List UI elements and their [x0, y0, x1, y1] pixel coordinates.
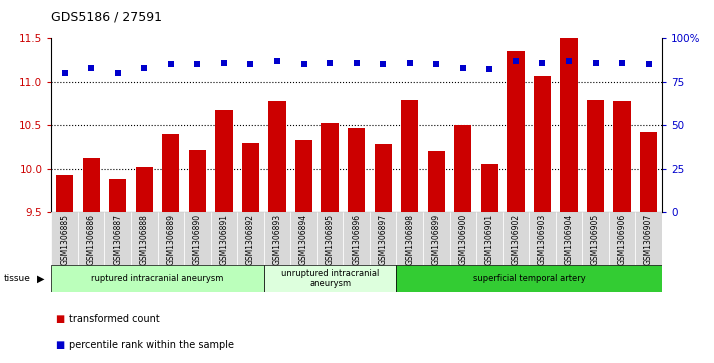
Bar	[51, 265, 263, 292]
Bar	[503, 212, 529, 265]
Text: GDS5186 / 27591: GDS5186 / 27591	[51, 11, 162, 24]
Text: GSM1306900: GSM1306900	[458, 214, 467, 265]
Text: GSM1306898: GSM1306898	[406, 214, 414, 265]
Text: GSM1306889: GSM1306889	[166, 214, 176, 265]
Bar	[423, 212, 450, 265]
Bar	[343, 212, 370, 265]
Text: GSM1306895: GSM1306895	[326, 214, 335, 265]
Bar	[263, 265, 396, 292]
Bar	[295, 140, 312, 212]
Text: GSM1306885: GSM1306885	[60, 214, 69, 265]
Bar	[529, 212, 555, 265]
Text: GSM1306886: GSM1306886	[86, 214, 96, 265]
Text: superficial temporal artery: superficial temporal artery	[473, 274, 585, 283]
Text: GSM1306901: GSM1306901	[485, 214, 494, 265]
Text: GSM1306899: GSM1306899	[432, 214, 441, 265]
Text: transformed count: transformed count	[69, 314, 160, 325]
Bar	[396, 265, 662, 292]
Text: GSM1306907: GSM1306907	[644, 214, 653, 265]
Bar	[348, 128, 366, 212]
Text: GSM1306903: GSM1306903	[538, 214, 547, 265]
Bar	[396, 212, 423, 265]
Bar	[635, 212, 662, 265]
Text: GSM1306896: GSM1306896	[352, 214, 361, 265]
Bar	[613, 101, 630, 212]
Bar	[242, 143, 259, 212]
Bar	[640, 132, 657, 212]
Text: GSM1306892: GSM1306892	[246, 214, 255, 265]
Bar	[78, 212, 104, 265]
Bar	[188, 150, 206, 212]
Bar	[476, 212, 503, 265]
Bar	[109, 179, 126, 212]
Text: GSM1306887: GSM1306887	[114, 214, 122, 265]
Text: unruptured intracranial
aneurysm: unruptured intracranial aneurysm	[281, 269, 379, 288]
Bar	[317, 212, 343, 265]
Bar	[158, 212, 184, 265]
Bar	[534, 76, 551, 212]
Bar	[83, 158, 100, 212]
Bar	[184, 212, 211, 265]
Bar	[582, 212, 609, 265]
Bar	[375, 144, 392, 212]
Text: percentile rank within the sample: percentile rank within the sample	[69, 340, 234, 350]
Text: GSM1306897: GSM1306897	[378, 214, 388, 265]
Bar	[263, 212, 291, 265]
Text: GSM1306904: GSM1306904	[565, 214, 573, 265]
Bar	[321, 123, 338, 212]
Bar	[268, 101, 286, 212]
Bar	[162, 134, 179, 212]
Bar	[291, 212, 317, 265]
Bar	[211, 212, 237, 265]
Text: GSM1306891: GSM1306891	[219, 214, 228, 265]
Bar	[237, 212, 263, 265]
Bar	[454, 125, 471, 212]
Text: GSM1306893: GSM1306893	[273, 214, 281, 265]
Text: ▶: ▶	[36, 274, 44, 284]
Text: ■: ■	[55, 340, 64, 350]
Text: GSM1306906: GSM1306906	[618, 214, 627, 265]
Bar	[104, 212, 131, 265]
Bar	[609, 212, 635, 265]
Bar	[401, 100, 418, 212]
Text: GSM1306902: GSM1306902	[511, 214, 521, 265]
Bar	[587, 100, 604, 212]
Bar	[507, 51, 525, 212]
Text: GSM1306890: GSM1306890	[193, 214, 202, 265]
Bar	[136, 167, 153, 212]
Bar	[370, 212, 396, 265]
Bar	[555, 212, 582, 265]
Bar	[216, 110, 233, 212]
Bar	[428, 151, 445, 212]
Text: GSM1306905: GSM1306905	[591, 214, 600, 265]
Text: GSM1306888: GSM1306888	[140, 214, 149, 265]
Text: ■: ■	[55, 314, 64, 325]
Bar	[481, 164, 498, 212]
Text: tissue: tissue	[4, 274, 31, 283]
Text: ruptured intracranial aneurysm: ruptured intracranial aneurysm	[91, 274, 223, 283]
Bar	[450, 212, 476, 265]
Bar	[56, 175, 74, 212]
Bar	[560, 38, 578, 212]
Bar	[51, 212, 78, 265]
Text: GSM1306894: GSM1306894	[299, 214, 308, 265]
Bar	[131, 212, 158, 265]
